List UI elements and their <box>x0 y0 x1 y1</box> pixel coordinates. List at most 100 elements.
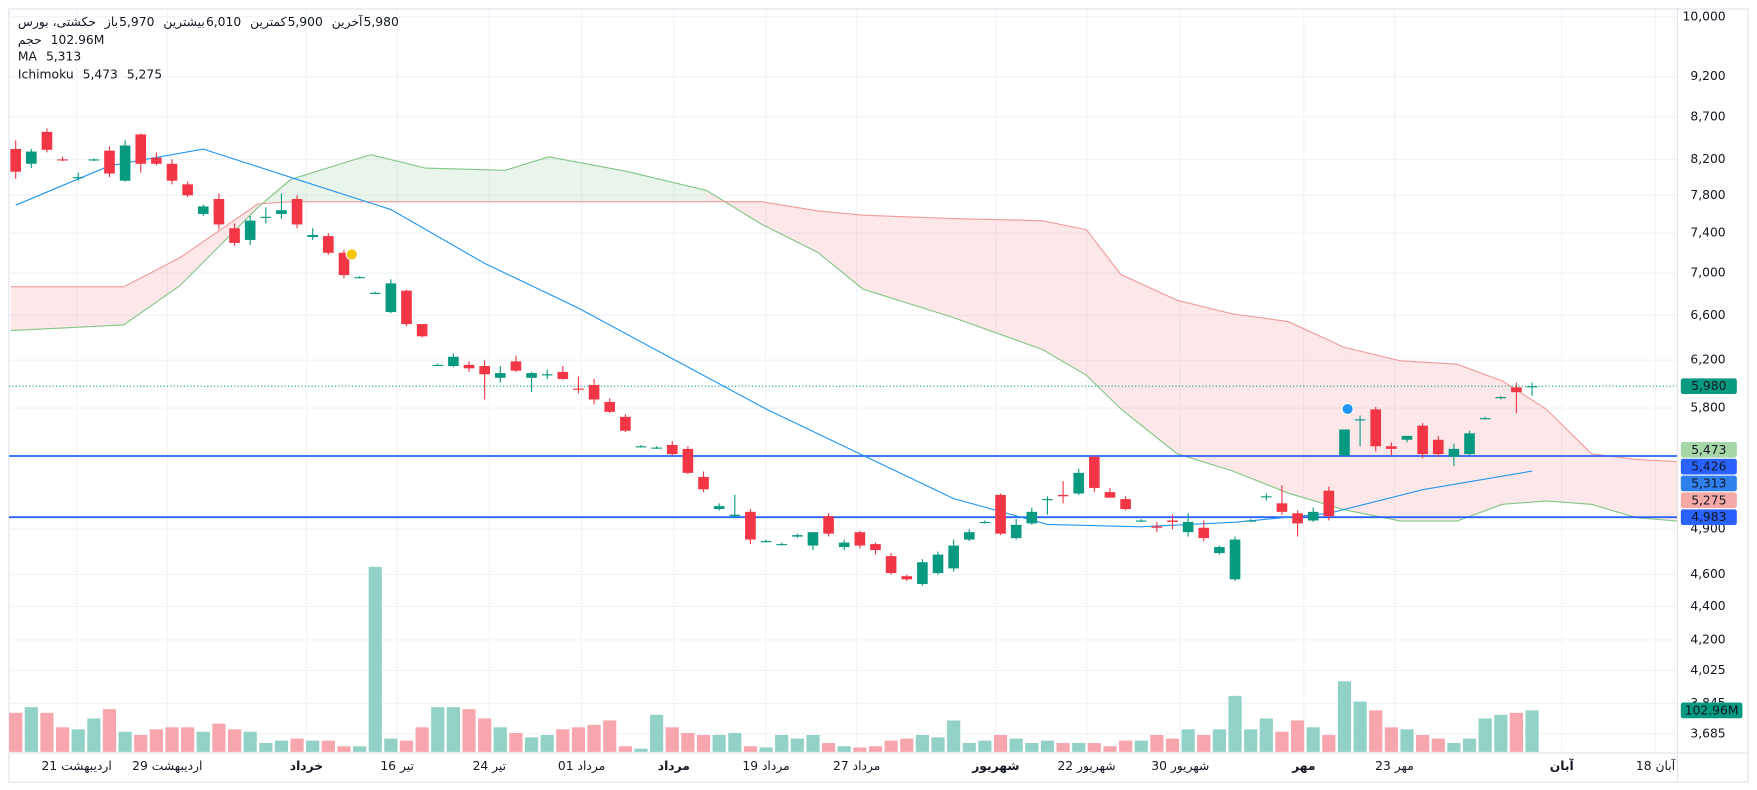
candle-body <box>401 290 412 325</box>
cloud-fill <box>761 201 818 253</box>
candle-body <box>244 220 256 240</box>
x-tick-label: 01 مرداد <box>558 759 605 774</box>
legend-ohlc-value: 5,970 <box>119 15 154 29</box>
candle-body <box>870 544 881 551</box>
volume-bar <box>1072 743 1086 752</box>
volume-bar <box>384 738 398 752</box>
candle-body <box>26 151 37 164</box>
volume-bar <box>165 727 179 752</box>
volume-bar <box>1056 743 1070 752</box>
volume-bar <box>853 747 867 752</box>
volume-bar <box>728 732 742 752</box>
candle-body <box>1526 386 1538 388</box>
volume-bar <box>134 734 148 752</box>
candle-body <box>260 216 272 218</box>
candle-body <box>135 134 147 164</box>
candle-body <box>323 236 334 253</box>
candle-body <box>119 145 131 181</box>
candle-body <box>541 374 553 376</box>
candle-body <box>1417 425 1428 455</box>
x-tick-label: 22 شهریور <box>1057 759 1115 774</box>
candle-body <box>182 184 193 196</box>
price-tag-label: 4,983 <box>1691 510 1726 524</box>
y-tick-label: 3,685 <box>1690 726 1725 740</box>
candle-body <box>1026 511 1038 524</box>
volume-tag <box>1680 702 1743 719</box>
cloud-fill <box>123 257 180 325</box>
candle-body <box>1229 539 1241 580</box>
volume-bar <box>712 734 726 752</box>
candle-body <box>385 283 397 313</box>
volume-layer <box>9 566 1539 752</box>
legend: حکشتی، بورس باز 5,970 بیشترین 6,010 کمترین 5,9… <box>18 14 399 82</box>
volume-bar <box>493 727 507 752</box>
volume-bar <box>290 738 304 752</box>
candle-body <box>1260 496 1272 498</box>
volume-bar <box>71 729 85 752</box>
y-tick-label: 9,200 <box>1690 69 1725 83</box>
volume-bar <box>681 732 695 752</box>
legend-ichimoku-value: 5,275 <box>127 68 162 82</box>
y-tick-label: 6,200 <box>1690 353 1725 367</box>
candle-body <box>213 198 225 225</box>
volume-bar <box>196 731 210 752</box>
price-tag-label: 5,980 <box>1691 379 1726 393</box>
volume-bar <box>118 731 132 752</box>
volume-bar <box>212 723 226 752</box>
volume-bar <box>790 738 804 752</box>
candle-body <box>1432 439 1444 455</box>
cloud-fill <box>179 203 258 286</box>
candle-body <box>1198 527 1210 539</box>
volume-bar <box>524 737 539 752</box>
volume-bar <box>1384 727 1398 752</box>
candle-body <box>1135 520 1147 522</box>
volume-bar <box>884 740 898 752</box>
candle-body <box>604 401 616 412</box>
candle-body <box>88 159 100 161</box>
volume-bar <box>149 729 163 752</box>
price-tag-label: 5,313 <box>1691 476 1726 490</box>
y-tick-label: 8,700 <box>1690 109 1725 123</box>
candle-body <box>901 576 913 580</box>
candle-body <box>1495 397 1507 399</box>
volume-bar <box>40 712 54 752</box>
volume-bar <box>1478 718 1492 752</box>
volume-bar <box>321 740 335 752</box>
volume-bar <box>1431 738 1445 752</box>
legend-ohlc-label: آخرین <box>332 14 363 30</box>
candle-body <box>698 476 709 490</box>
candle-body <box>1182 521 1194 533</box>
price-layer <box>8 128 1678 586</box>
candle-body <box>745 511 756 540</box>
x-tick-label: مرداد <box>658 759 690 773</box>
volume-bar <box>415 727 429 752</box>
legend-ichimoku-value: 5,473 <box>83 68 118 82</box>
candle-body <box>354 277 365 279</box>
volume-bar <box>993 734 1008 752</box>
volume-bar <box>1369 710 1383 752</box>
candle-body <box>1057 494 1069 497</box>
volume-bar <box>1462 738 1477 752</box>
candle-body <box>1386 446 1397 449</box>
candle-body <box>510 361 522 371</box>
cloud-fill <box>1120 274 1178 454</box>
price-tag <box>1680 492 1737 509</box>
volume-bar <box>227 729 242 752</box>
volume-bar <box>915 734 929 752</box>
volume-bar <box>571 727 586 752</box>
candle-body <box>948 545 959 569</box>
candle-body <box>1089 456 1100 488</box>
candle-body <box>1245 520 1256 522</box>
y-tick-label: 4,600 <box>1690 567 1725 581</box>
chart-marker <box>345 248 358 261</box>
candle-body <box>494 373 506 378</box>
y-tick-label: 8,200 <box>1690 152 1725 166</box>
volume-tag-label: 102.96M <box>1685 703 1739 717</box>
y-tick-label: 4,900 <box>1690 522 1725 536</box>
volume-bar <box>1197 734 1211 752</box>
legend-volume-label: حجم <box>18 33 42 47</box>
volume-bar <box>509 732 523 752</box>
volume-bar <box>947 720 961 752</box>
candle-body <box>932 554 944 574</box>
